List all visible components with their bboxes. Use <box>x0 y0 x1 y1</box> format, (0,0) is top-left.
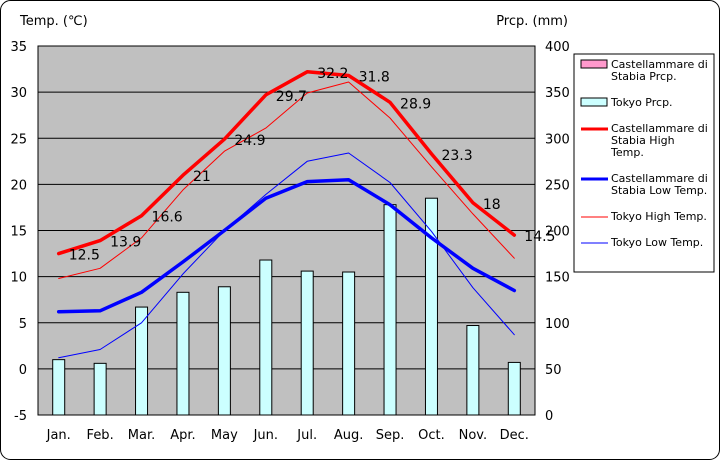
precip-bar <box>342 271 356 416</box>
right-tick-label: 350 <box>545 86 570 101</box>
x-tick-label: Dec. <box>500 428 529 443</box>
precip-bar <box>135 306 149 416</box>
data-label: 31.8 <box>359 70 390 86</box>
precip-bar <box>424 197 438 416</box>
right-tick-label: 0 <box>545 409 553 424</box>
right-tick-label: 50 <box>545 363 562 378</box>
left-tick-label: -5 <box>14 409 27 424</box>
x-tick-label: Aug. <box>334 428 364 443</box>
x-tick-label: Apr. <box>170 428 195 443</box>
legend-label: Stabia Prcp. <box>611 70 677 83</box>
x-tick-label: Mar. <box>128 428 155 443</box>
legend-label: Stabia Low Temp. <box>611 184 707 197</box>
series-line <box>56 178 517 314</box>
precip-bar <box>217 286 231 416</box>
left-tick-label: 35 <box>10 40 27 55</box>
precipitation-bars <box>52 197 521 416</box>
series-line <box>58 81 515 279</box>
legend-swatch <box>580 59 608 69</box>
data-label: 24.9 <box>234 133 265 149</box>
legend-swatch <box>580 97 608 107</box>
precip-bar <box>300 270 314 416</box>
left-tick-label: 0 <box>19 363 27 378</box>
x-tick-label: Jul. <box>296 428 317 443</box>
legend-label: Stabia High <box>611 134 675 147</box>
grid-lines <box>38 45 535 416</box>
data-label: 21 <box>193 169 211 185</box>
precip-bar <box>52 359 66 416</box>
right-tick-label: 400 <box>545 40 570 55</box>
right-tick-label: 150 <box>545 271 570 286</box>
legend-label: Castellammare di <box>611 122 708 135</box>
data-label: 18 <box>483 197 501 213</box>
right-tick-label: 250 <box>545 178 570 193</box>
legend-label: Castellammare di <box>611 58 708 71</box>
data-label: 13.9 <box>110 235 141 251</box>
right-axis-ticks: 400 350 300 250 200 150 100 50 0 <box>545 40 570 424</box>
left-tick-label: 15 <box>10 225 27 240</box>
left-axis-ticks: 35 30 25 20 15 10 5 0 -5 <box>10 40 27 424</box>
legend-box <box>573 53 715 273</box>
temperature-lines <box>56 70 517 359</box>
data-label: 28.9 <box>400 96 431 112</box>
legend-label: Temp. <box>610 146 644 159</box>
series-line <box>56 70 517 256</box>
left-tick-label: 10 <box>10 271 27 286</box>
x-tick-label: Sep. <box>376 428 405 443</box>
legend-label: Tokyo Prcp. <box>610 96 673 109</box>
legend-label: Castellammare di <box>611 172 708 185</box>
data-label: 14.5 <box>524 229 555 245</box>
left-tick-label: 20 <box>10 178 27 193</box>
right-tick-label: 300 <box>545 132 570 147</box>
right-axis-label: Prcp. (mm) <box>496 14 568 29</box>
legend-label: Tokyo High Temp. <box>610 210 707 223</box>
x-axis-ticks: Jan. Feb. Mar. Apr. May Jun. Jul. Aug. Sep. Oct. N… <box>46 428 529 443</box>
left-tick-label: 25 <box>10 132 27 147</box>
data-label: 23.3 <box>441 148 472 164</box>
x-tick-label: Nov. <box>459 428 488 443</box>
precip-bar <box>93 362 107 416</box>
precip-bar <box>507 361 521 416</box>
data-label: 16.6 <box>152 210 183 226</box>
x-tick-label: May <box>211 428 238 443</box>
left-tick-label: 30 <box>10 86 27 101</box>
series-line <box>58 152 515 359</box>
data-label: 29.7 <box>276 89 307 105</box>
right-tick-label: 200 <box>545 225 570 240</box>
right-tick-label: 100 <box>545 317 570 332</box>
precip-bar <box>383 204 397 416</box>
x-tick-label: Oct. <box>418 428 445 443</box>
precip-bar <box>176 291 190 416</box>
left-tick-label: 5 <box>19 317 27 332</box>
precip-bar <box>466 325 480 416</box>
legend-label: Tokyo Low Temp. <box>610 236 703 249</box>
left-axis-label: Temp. (℃) <box>19 14 88 29</box>
x-tick-label: Jun. <box>253 428 278 443</box>
high-temp-data-labels: 12.5 13.9 16.6 21 24.9 29.7 32.2 31.8 28.9 23.3 18… <box>69 66 556 264</box>
data-label: 32.2 <box>317 66 348 82</box>
x-tick-label: Feb. <box>87 428 114 443</box>
data-label: 12.5 <box>69 248 100 264</box>
precip-bar <box>259 259 273 416</box>
x-tick-label: Jan. <box>46 428 71 443</box>
